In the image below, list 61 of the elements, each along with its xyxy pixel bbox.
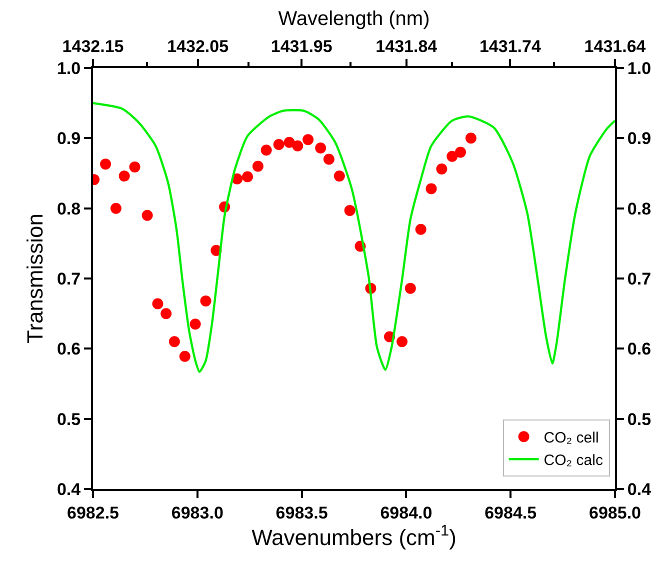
point <box>179 350 190 362</box>
x2-tick-label: 1432.05 <box>167 37 229 56</box>
y-tick-label: 1.0 <box>56 58 81 78</box>
y2-tick-label: 1.0 <box>627 58 652 78</box>
y-tick-label: 0.6 <box>56 340 81 359</box>
legend-label: CO₂ cell <box>544 429 599 446</box>
point <box>110 202 122 214</box>
point <box>323 154 334 165</box>
x-tick-label: 6982.5 <box>67 503 119 522</box>
point <box>465 132 476 144</box>
point <box>426 183 437 194</box>
x-tick-label: 6985.0 <box>589 503 641 522</box>
x-tick-label: 6984.5 <box>484 503 537 522</box>
y-tick-label: 0.9 <box>56 129 81 148</box>
point <box>396 336 408 348</box>
y-tick-label: 0.4 <box>56 480 82 499</box>
x-axis-title: Wavenumbers (cm$^{-1}$) <box>252 522 456 550</box>
y2-tick-label: 0.5 <box>627 410 652 429</box>
x2-axis-title: Wavelength (nm) <box>278 8 430 30</box>
point <box>292 140 304 152</box>
point <box>200 295 212 306</box>
y-tick-label: 0.8 <box>56 199 81 218</box>
y2-tick-label: 0.6 <box>627 340 652 359</box>
y-axis-title: Transmission <box>22 214 48 344</box>
point <box>315 142 326 154</box>
point <box>302 134 314 146</box>
x-tick-label: 6983.0 <box>171 503 224 522</box>
y2-tick-label: 0.9 <box>627 129 652 148</box>
legend-label: CO₂ calc <box>544 452 604 469</box>
point <box>404 282 416 294</box>
point <box>152 298 164 310</box>
point <box>100 158 112 170</box>
x2-tick-label: 1431.84 <box>376 37 438 56</box>
point <box>334 170 345 182</box>
y-tick-label: 0.5 <box>56 410 81 429</box>
point <box>168 336 180 348</box>
y-tick-label: 0.7 <box>56 269 81 288</box>
y2-tick-label: 0.7 <box>627 269 652 288</box>
line-series <box>93 102 615 373</box>
x2-tick-label: 1431.64 <box>584 37 646 56</box>
x2-tick-label: 1432.15 <box>62 37 124 56</box>
point <box>242 171 254 182</box>
y2-tick-label: 0.4 <box>627 480 652 499</box>
y2-tick-label: 0.8 <box>627 199 652 218</box>
x2-tick-label: 1431.74 <box>479 37 542 56</box>
point <box>454 146 466 158</box>
point <box>160 308 172 320</box>
point <box>118 170 130 182</box>
point <box>344 204 356 216</box>
point <box>129 161 140 172</box>
point <box>273 138 284 150</box>
point <box>252 160 264 172</box>
point <box>436 164 448 175</box>
point <box>190 318 201 330</box>
point <box>142 210 153 221</box>
point <box>415 224 426 235</box>
x-tick-label: 6984.0 <box>380 503 432 522</box>
x2-tick-label: 1431.95 <box>270 37 332 56</box>
point <box>446 150 458 162</box>
point <box>260 144 272 156</box>
x-tick-label: 6983.5 <box>276 503 328 522</box>
